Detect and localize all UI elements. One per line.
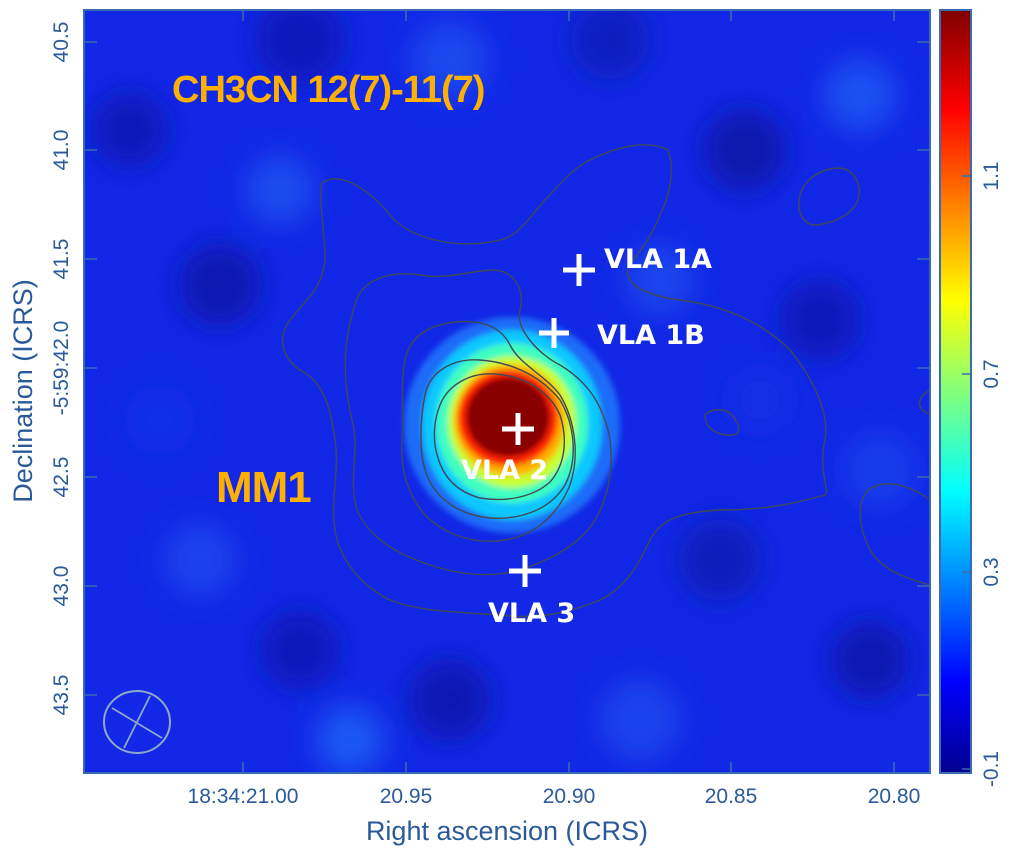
colorbar-tick-label: -0.1 xyxy=(980,751,1003,787)
contours xyxy=(281,144,930,618)
x-ticks xyxy=(242,10,895,773)
y-tick-label: 41.0 xyxy=(50,130,73,171)
y-tick-label: 42.5 xyxy=(50,457,73,498)
x-tick-label: 20.95 xyxy=(380,785,433,808)
y-tick-label: 41.5 xyxy=(50,239,73,280)
source-vla-1b xyxy=(539,318,569,348)
line-title: CH3CN 12(7)-11(7) xyxy=(172,69,484,111)
source-label-vla-1b: VLA 1B xyxy=(597,320,705,351)
y-tick-label: -5:59:42.0 xyxy=(50,321,73,416)
colorbar: 1.1 0.7 0.3 -0.1 xyxy=(939,9,1003,787)
intensity-map: VLA 1A VLA 1B VLA 2 VLA 3 CH3CN 12(7)-11… xyxy=(84,10,930,773)
noise-texture xyxy=(92,10,918,773)
colorbar-tick-label: 0.7 xyxy=(980,359,1003,388)
y-tick-label: 43.0 xyxy=(50,566,73,607)
y-ticks xyxy=(84,41,930,696)
x-tick-label: 20.85 xyxy=(705,785,758,808)
x-tick-label: 20.80 xyxy=(868,785,921,808)
x-tick-label: 18:34:21.00 xyxy=(188,785,299,808)
emission-peak xyxy=(404,317,620,533)
x-axis-title: Right ascension (ICRS) xyxy=(366,816,648,846)
colorbar-tick-label: 1.1 xyxy=(980,161,1003,190)
colorbar-tick-label: 0.3 xyxy=(980,557,1003,586)
x-tick-labels: 18:34:21.00 20.95 20.90 20.85 20.80 xyxy=(188,785,921,808)
beam-ellipse xyxy=(103,690,171,754)
source-label-vla-3: VLA 3 xyxy=(488,598,575,629)
y-tick-label: 43.5 xyxy=(50,675,73,716)
source-label-vla-2: VLA 2 xyxy=(461,455,548,486)
image-frame xyxy=(83,9,931,774)
y-tick-labels: 40.5 41.0 41.5 -5:59:42.0 42.5 43.0 43.5 xyxy=(50,22,73,716)
x-tick-label: 20.90 xyxy=(543,785,596,808)
source-vla-2 xyxy=(502,413,534,445)
y-axis-title: Declination (ICRS) xyxy=(8,279,38,503)
source-label-vla-1a: VLA 1A xyxy=(604,244,712,275)
source-vla-3 xyxy=(509,555,541,587)
y-tick-label: 40.5 xyxy=(50,22,73,63)
source-vla-1a xyxy=(563,254,595,286)
region-label: MM1 xyxy=(216,463,311,512)
